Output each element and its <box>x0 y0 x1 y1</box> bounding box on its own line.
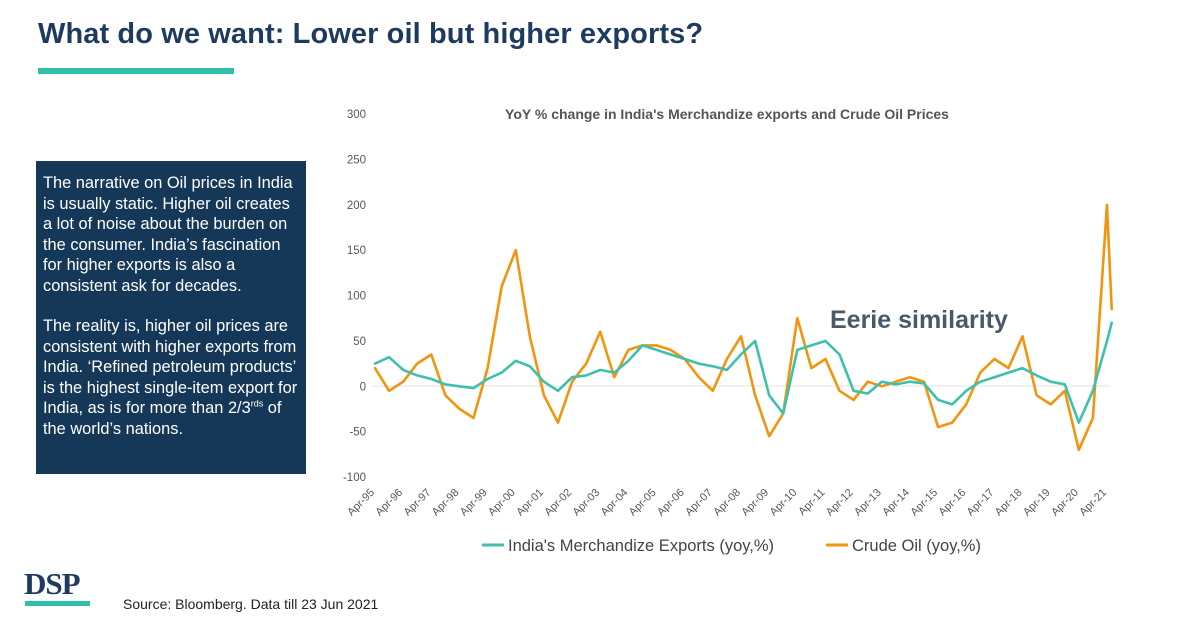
chart-title: YoY % change in India's Merchandize expo… <box>505 106 949 122</box>
y-tick-label: -100 <box>343 472 366 484</box>
y-tick-label: 200 <box>347 200 366 212</box>
legend: India's Merchandize Exports (yoy,%) Crude… <box>482 537 981 555</box>
page-title: What do we want: Lower oil but higher ex… <box>38 18 704 50</box>
x-tick-label: Apr-07 <box>683 487 715 519</box>
x-tick-label: Apr-03 <box>571 487 603 519</box>
x-tick-label: Apr-19 <box>1021 487 1053 519</box>
x-tick-label: Apr-18 <box>993 487 1025 519</box>
x-tick-label: Apr-16 <box>937 487 969 519</box>
narrative-text-end: of the world’s nations. <box>43 399 282 438</box>
x-tick-label: Apr-95 <box>345 487 377 519</box>
y-tick-label: 150 <box>347 245 366 257</box>
x-tick-label: Apr-05 <box>627 487 659 519</box>
dsp-logo: DSP <box>24 566 81 601</box>
x-tick-label: Apr-02 <box>542 487 574 519</box>
x-tick-label: Apr-08 <box>711 487 743 519</box>
x-tick-label: Apr-17 <box>965 487 997 519</box>
narrative-paragraph-1: The narrative on Oil prices in India is … <box>43 174 293 295</box>
x-tick-label: Apr-14 <box>880 487 912 519</box>
x-tick-label: Apr-20 <box>1049 487 1081 519</box>
x-tick-label: Apr-15 <box>908 487 940 519</box>
y-tick-label: 100 <box>347 291 366 303</box>
y-tick-label: 300 <box>347 109 366 121</box>
narrative-superscript: rds <box>250 398 264 409</box>
x-tick-label: Apr-04 <box>599 487 631 519</box>
y-tick-label: -50 <box>349 427 366 439</box>
narrative-panel: The narrative on Oil prices in India is … <box>36 161 306 474</box>
x-tick-label: Apr-96 <box>373 487 405 519</box>
x-tick-label: Apr-09 <box>739 487 771 519</box>
x-tick-label: Apr-00 <box>486 487 518 519</box>
x-tick-label: Apr-06 <box>655 487 687 519</box>
x-tick-label: Apr-10 <box>768 487 800 519</box>
legend-item-exports-label: India's Merchandize Exports (yoy,%) <box>508 537 774 555</box>
x-tick-label: Apr-12 <box>824 487 856 519</box>
x-tick-label: Apr-01 <box>514 487 546 519</box>
series-lines <box>373 203 1113 452</box>
legend-item-crude-oil-label: Crude Oil (yoy,%) <box>852 537 981 555</box>
logo-underline <box>25 601 90 606</box>
y-tick-label: 50 <box>353 336 366 348</box>
crude-oil-series-line <box>373 203 1113 452</box>
y-tick-label: 0 <box>360 381 366 393</box>
chart-annotation: Eerie similarity <box>830 306 1008 334</box>
x-axis-ticks: Apr-95Apr-96Apr-97Apr-98Apr-99Apr-00Apr-… <box>345 487 1109 519</box>
x-tick-label: Apr-21 <box>1077 487 1109 519</box>
x-tick-label: Apr-98 <box>430 487 462 519</box>
narrative-text: The reality is, higher oil prices are co… <box>43 317 298 417</box>
title-underline <box>38 68 234 74</box>
narrative-paragraph-2: The reality is, higher oil prices are co… <box>43 316 300 439</box>
y-tick-label: 250 <box>347 154 366 166</box>
source-note: Source: Bloomberg. Data till 23 Jun 2021 <box>123 596 379 612</box>
x-tick-label: Apr-11 <box>796 487 827 518</box>
x-tick-label: Apr-13 <box>852 487 884 519</box>
y-axis-ticks: -100 -50 0 50 100 150 200 250 300 <box>343 109 366 484</box>
x-tick-label: Apr-97 <box>402 487 434 519</box>
x-tick-label: Apr-99 <box>458 487 490 519</box>
exports-series-line <box>373 321 1113 424</box>
